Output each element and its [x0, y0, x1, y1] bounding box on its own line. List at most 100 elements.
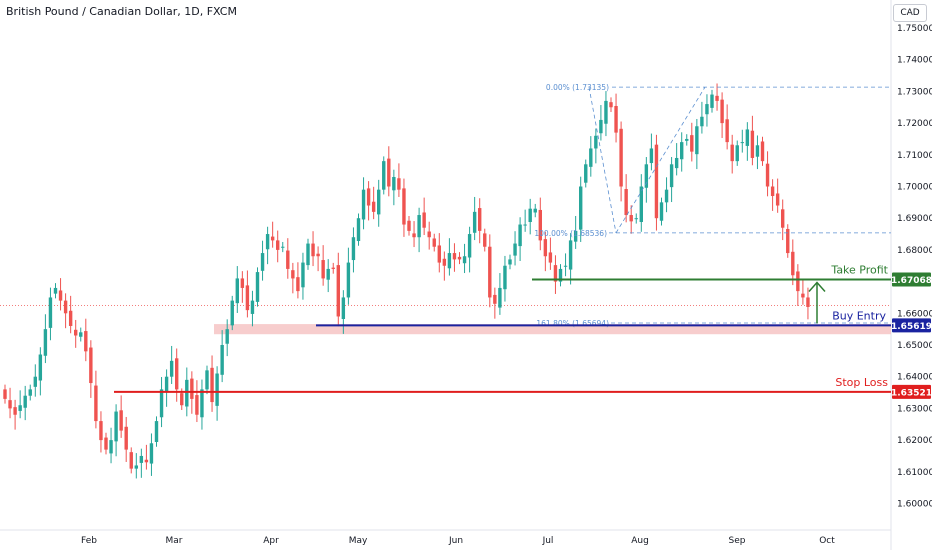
candle-body	[351, 237, 356, 261]
candle-body	[478, 208, 482, 231]
candle-body	[543, 239, 548, 257]
time-tick-label: Sep	[729, 536, 746, 546]
candle-body	[68, 310, 73, 326]
candle-body	[432, 238, 436, 247]
candle-body	[518, 224, 522, 247]
candle-body	[129, 452, 133, 469]
candle-body	[94, 385, 98, 422]
candle-body	[84, 331, 88, 352]
candle-body	[493, 294, 497, 304]
candle-body	[301, 262, 305, 288]
candle-body	[745, 129, 750, 146]
candle-body	[154, 421, 159, 443]
time-axis: Feb Mar Apr May Jun Jul Aug Sep Oct	[81, 536, 835, 546]
candle-body	[619, 128, 623, 187]
candle-body	[548, 252, 553, 263]
candle-body	[447, 253, 452, 269]
candle-body	[654, 144, 659, 219]
candle-body	[48, 297, 53, 328]
candle-body	[43, 329, 48, 356]
candle-body	[700, 116, 704, 127]
time-tick-label: Aug	[631, 536, 649, 546]
candle-body	[584, 164, 588, 183]
candle-body	[397, 178, 401, 190]
candle-body	[235, 278, 239, 304]
candle-body	[104, 437, 108, 450]
candles	[3, 83, 810, 479]
price-tick-label: 1.63000	[897, 404, 932, 414]
candle-body	[735, 145, 739, 162]
candle-body	[740, 142, 744, 144]
candle-body	[149, 443, 154, 464]
candle-body	[361, 189, 366, 220]
candle-body	[695, 126, 699, 155]
candle-body	[190, 378, 194, 399]
candle-body	[210, 367, 214, 403]
candle-body	[311, 243, 315, 257]
chart-title: British Pound / Canadian Dollar, 1D, FXC…	[6, 5, 237, 18]
fib-label-100: 100.00% (1.68536)	[534, 229, 607, 238]
candle-body	[639, 186, 643, 223]
candle-body	[139, 455, 144, 463]
candle-body	[38, 354, 43, 381]
candle-body	[144, 459, 149, 463]
candle-body	[775, 193, 780, 206]
candle-body	[119, 410, 123, 431]
buy-entry-price: 1.65619	[891, 322, 932, 332]
candle-body	[644, 164, 649, 188]
fib-label-161: 161.80% (1.65694)	[536, 319, 609, 328]
candle-body	[180, 393, 184, 406]
take-profit-label: Take Profit	[830, 263, 888, 276]
currency-button[interactable]: CAD	[893, 4, 927, 22]
candle-body	[680, 142, 684, 160]
price-tick-label: 1.75000	[897, 24, 932, 34]
candle-body	[366, 188, 371, 206]
candle-body	[23, 395, 27, 408]
price-tick-label: 1.62000	[897, 436, 932, 446]
candle-body	[336, 265, 340, 317]
candle-body	[412, 233, 416, 238]
fib-label-0: 0.00% (1.73135)	[546, 83, 609, 92]
candle-body	[609, 102, 613, 108]
candle-body	[265, 234, 270, 250]
price-tick-label: 1.65000	[897, 341, 932, 351]
stop-loss-price: 1.63521	[891, 388, 932, 398]
candle-body	[614, 105, 618, 133]
candle-body	[407, 220, 411, 231]
candle-body	[230, 300, 234, 326]
candle-body	[58, 290, 63, 301]
candle-body	[291, 270, 295, 279]
candle-body	[276, 240, 280, 250]
candle-body	[715, 95, 719, 101]
candle-body	[63, 300, 68, 314]
take-profit-price: 1.67068	[891, 276, 932, 286]
buy-entry-tag-bg	[892, 318, 931, 333]
price-tick-label: 1.71000	[897, 151, 932, 161]
price-tick-label: 1.73000	[897, 87, 932, 97]
support-zone	[214, 324, 891, 335]
candle-body	[624, 189, 628, 216]
candle-body	[755, 145, 760, 157]
candle-body	[164, 376, 169, 392]
buy-entry-price-tag: 1.65619	[891, 318, 932, 333]
candle-body	[341, 297, 346, 320]
candle-body	[402, 188, 406, 225]
candle-body	[589, 148, 593, 167]
candle-body	[134, 465, 138, 469]
candle-body	[326, 268, 330, 280]
candle-body	[200, 389, 204, 418]
candle-body	[796, 271, 800, 292]
candle-body	[462, 256, 467, 264]
candle-body	[260, 253, 265, 271]
candle-body	[185, 379, 189, 407]
fibonacci-extension: 0.00% (1.73135) 100.00% (1.68536) 161.80…	[534, 83, 891, 328]
candle-body	[725, 119, 729, 143]
stop-loss-label: Stop Loss	[835, 376, 888, 389]
candle-body	[669, 164, 674, 188]
candle-body	[690, 135, 694, 152]
candle-body	[664, 189, 669, 203]
candle-body	[685, 138, 689, 141]
candle-body	[538, 209, 542, 241]
candle-body	[579, 186, 583, 230]
